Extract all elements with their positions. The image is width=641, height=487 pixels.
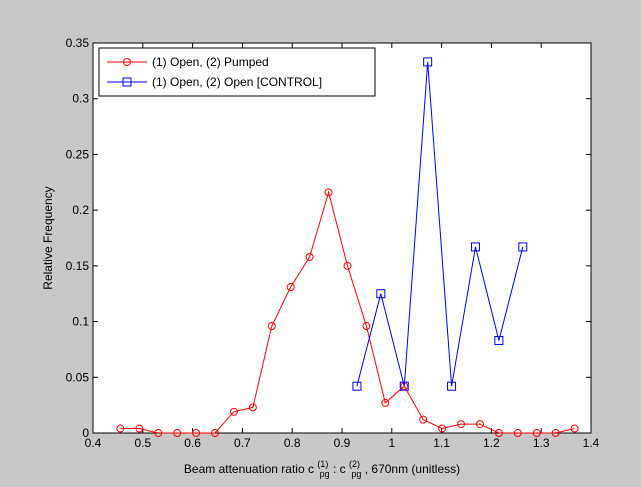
x-axis-label-prefix: Beam attenuation ratio c xyxy=(184,462,314,476)
data-point xyxy=(494,336,504,346)
data-point xyxy=(135,424,144,433)
x-tick-label: 0.7 xyxy=(234,436,251,450)
data-point xyxy=(192,429,201,437)
x-tick-label: 1.2 xyxy=(483,436,500,450)
data-point xyxy=(173,429,182,437)
data-point xyxy=(570,424,579,433)
series-line xyxy=(120,190,575,434)
data-point xyxy=(399,381,409,391)
legend-entry: (1) Open, (2) Open [CONTROL] xyxy=(107,75,322,89)
legend-box xyxy=(98,47,376,97)
x-tick-label: 0.9 xyxy=(334,436,351,450)
data-point xyxy=(457,420,466,429)
legend-marker xyxy=(122,77,132,87)
data-point xyxy=(229,407,238,416)
series-line xyxy=(356,61,524,387)
y-tick-label: 0.1 xyxy=(72,315,89,329)
series-layer xyxy=(116,57,579,437)
x-tick-label: 1.3 xyxy=(533,436,550,450)
y-tick-label: 0.25 xyxy=(66,147,90,161)
legend-label: (1) Open, (2) Pumped xyxy=(152,55,269,69)
y-tick-label: 0 xyxy=(82,426,89,440)
data-point xyxy=(447,381,457,391)
data-point xyxy=(352,381,362,391)
data-point xyxy=(532,429,541,437)
x-axis: 0.4 0.5 0.6 0.7 0.8 0.9 1 1.1 1.2 1.3 1.4 xyxy=(85,43,600,450)
data-point xyxy=(376,289,386,299)
x-tick-label: 1.4 xyxy=(583,436,600,450)
x-axis-label-sub1: pg xyxy=(320,469,330,479)
x-tick-label: 0.6 xyxy=(184,436,201,450)
data-point xyxy=(154,429,163,437)
data-point xyxy=(438,424,447,433)
data-point xyxy=(362,322,371,331)
data-point xyxy=(267,322,276,331)
legend: (1) Open, (2) Pumped (1) Open, (2) Open [… xyxy=(98,47,376,97)
y-tick-label: 0.35 xyxy=(66,36,90,50)
data-point xyxy=(470,242,480,252)
data-point xyxy=(305,252,314,261)
x-tick-label: 1 xyxy=(388,436,395,450)
data-point xyxy=(324,188,333,197)
data-point xyxy=(518,242,528,252)
x-axis-label-suffix: , 670nm (unitless) xyxy=(365,462,460,476)
y-tick-label: 0.2 xyxy=(72,203,89,217)
x-tick-label: 0.4 xyxy=(85,436,102,450)
data-point xyxy=(248,403,257,412)
x-axis-label-sep: : c xyxy=(333,462,346,476)
data-point xyxy=(343,261,352,270)
data-point xyxy=(286,283,295,292)
data-point xyxy=(423,57,433,67)
data-point xyxy=(551,429,560,437)
x-tick-label: 1.1 xyxy=(433,436,450,450)
x-axis-label-sup2: (2) xyxy=(349,459,360,469)
x-axis-label: Beam attenuation ratio c (1) pg : c (2) … xyxy=(184,456,460,480)
y-axis: 0 0.05 0.1 0.15 0.2 0.25 0.3 0.35 xyxy=(66,36,591,440)
data-point xyxy=(513,429,522,437)
legend-entry: (1) Open, (2) Pumped xyxy=(107,55,269,69)
data-point xyxy=(116,424,125,433)
data-point xyxy=(475,420,484,429)
data-point xyxy=(381,398,390,407)
data-point xyxy=(494,429,503,437)
legend-marker xyxy=(123,58,131,66)
y-tick-label: 0.05 xyxy=(66,370,90,384)
x-tick-label: 0.8 xyxy=(284,436,301,450)
x-axis-label-sub2: pg xyxy=(351,469,361,479)
legend-label: (1) Open, (2) Open [CONTROL] xyxy=(152,75,322,89)
y-axis-label: Relative Frequency xyxy=(41,186,55,289)
series-2 xyxy=(352,57,528,391)
y-tick-label: 0.3 xyxy=(72,92,89,106)
x-axis-label-sup1: (1) xyxy=(317,459,328,469)
series-1 xyxy=(116,188,579,437)
plot-area xyxy=(92,42,592,434)
y-tick-label: 0.15 xyxy=(66,259,90,273)
data-point xyxy=(419,415,428,424)
x-tick-label: 0.5 xyxy=(134,436,151,450)
data-point xyxy=(211,429,220,437)
